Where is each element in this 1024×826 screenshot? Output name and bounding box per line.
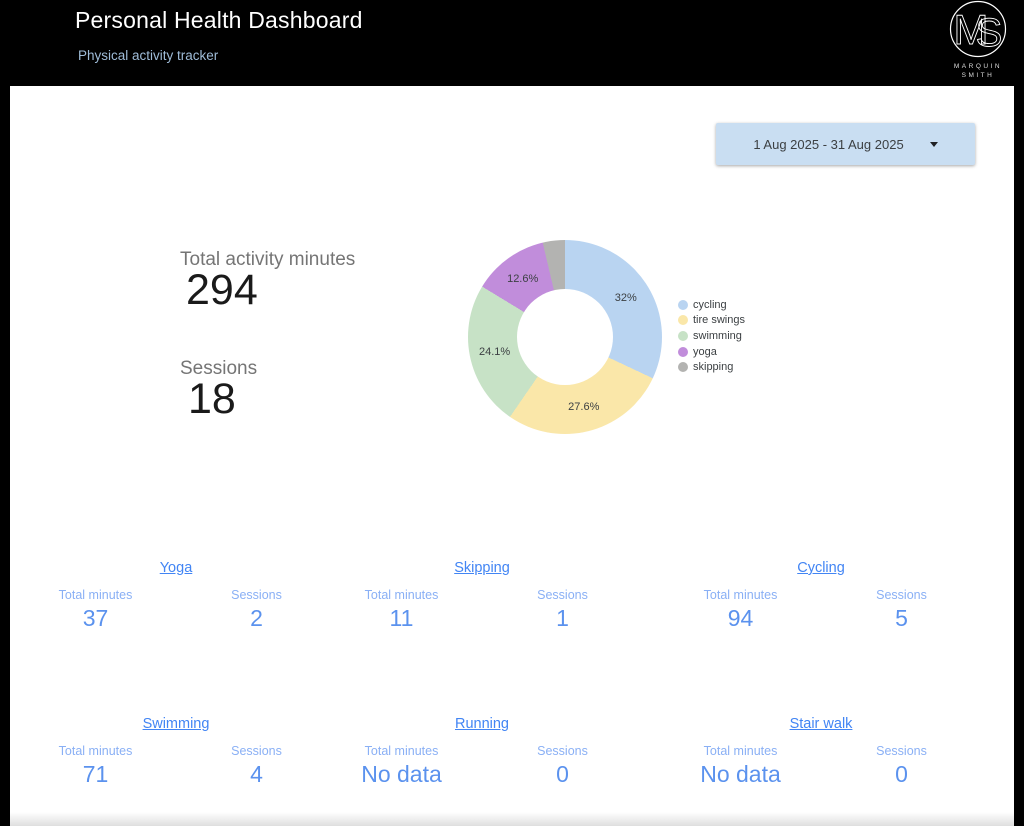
stat-total-minutes: Total minutes 71: [15, 744, 176, 788]
page-subtitle: Physical activity tracker: [78, 48, 219, 63]
stat-label: Sessions: [231, 588, 282, 602]
legend-item-swimming: swimming: [678, 328, 745, 344]
stat-value: 71: [82, 761, 109, 787]
activity-card-skipping: Skipping Total minutes 11 Sessions 1: [321, 556, 643, 638]
stat-value: 0: [556, 761, 569, 787]
stat-value: 37: [82, 605, 109, 631]
date-range-selector[interactable]: 1 Aug 2025 - 31 Aug 2025: [716, 123, 975, 165]
stat-sessions: Sessions 4: [176, 744, 337, 788]
chart-legend: cycling tire swings swimming yoga skippi…: [678, 297, 745, 375]
app-header: Personal Health Dashboard Physical activ…: [0, 0, 1024, 86]
dashboard-panel: 1 Aug 2025 - 31 Aug 2025 Total activity …: [10, 86, 1014, 826]
activity-link-cycling[interactable]: Cycling: [797, 560, 845, 576]
stat-value: 0: [895, 761, 908, 787]
caret-down-icon: [929, 141, 938, 147]
stat-label: Total minutes: [364, 744, 439, 758]
stat-sessions: Sessions 5: [821, 588, 982, 632]
legend-item-yoga: yoga: [678, 344, 745, 360]
activity-link-yoga[interactable]: Yoga: [159, 560, 193, 576]
stat-value: 5: [895, 605, 908, 631]
svg-text:M: M: [954, 6, 989, 53]
activity-link-swimming[interactable]: Swimming: [142, 716, 210, 732]
stat-total-minutes: Total minutes 37: [15, 588, 176, 632]
stat-label: Sessions: [876, 588, 927, 602]
legend-item-tire-swings: tire swings: [678, 313, 745, 329]
total-minutes-label: Total activity minutes: [180, 249, 356, 270]
stat-label: Sessions: [537, 744, 588, 758]
ms-monogram-icon: M S: [949, 0, 1007, 58]
activity-card-running: Running Total minutes No data Sessions 0: [321, 712, 643, 794]
stat-total-minutes: Total minutes 94: [660, 588, 821, 632]
stat-sessions: Sessions 1: [482, 588, 643, 632]
activity-link-stair-walk[interactable]: Stair walk: [789, 716, 853, 732]
slice-percent-label: 12.6%: [507, 272, 539, 285]
activity-card-yoga: Yoga Total minutes 37 Sessions 2: [15, 556, 337, 638]
stat-value: 2: [250, 605, 263, 631]
legend-dot-icon: [678, 299, 688, 310]
donut-hole: [517, 289, 613, 385]
stat-sessions: Sessions 2: [176, 588, 337, 632]
total-minutes-value: 294: [186, 266, 258, 314]
legend-item-cycling: cycling: [678, 297, 745, 313]
brand-name-line1: MARQUIN: [953, 63, 1003, 70]
slice-percent-label: 27.6%: [568, 400, 600, 413]
stat-label: Sessions: [876, 744, 927, 758]
stat-value: 1: [556, 605, 569, 631]
stat-label: Total minutes: [58, 588, 133, 602]
brand-name-line2: SMITH: [961, 71, 995, 79]
stat-value: 4: [250, 761, 263, 787]
activity-donut-chart[interactable]: 32% 27.6% 24.1% 12.6%: [468, 240, 662, 434]
stat-sessions: Sessions 0: [482, 744, 643, 788]
stat-value: 94: [727, 605, 754, 631]
stat-label: Sessions: [537, 588, 588, 602]
sessions-value: 18: [188, 375, 236, 423]
svg-text:S: S: [976, 11, 1003, 55]
stat-value: No data: [700, 761, 781, 787]
stat-total-minutes: Total minutes No data: [321, 744, 482, 788]
legend-item-skipping: skipping: [678, 359, 745, 375]
page-title: Personal Health Dashboard: [75, 7, 363, 33]
legend-dot-icon: [678, 362, 688, 373]
stat-label: Total minutes: [58, 744, 133, 758]
legend-dot-icon: [678, 330, 688, 341]
stat-label: Sessions: [231, 744, 282, 758]
date-range-value: 1 Aug 2025 - 31 Aug 2025: [753, 136, 904, 152]
stat-label: Total minutes: [364, 588, 439, 602]
stat-sessions: Sessions 0: [821, 744, 982, 788]
legend-dot-icon: [678, 346, 688, 357]
legend-dot-icon: [678, 315, 688, 326]
stat-value: 11: [389, 605, 414, 631]
slice-percent-label: 32%: [614, 292, 637, 305]
activity-card-swimming: Swimming Total minutes 71 Sessions 4: [15, 712, 337, 794]
stat-label: Total minutes: [703, 744, 778, 758]
stat-total-minutes: Total minutes No data: [660, 744, 821, 788]
activity-card-stair-walk: Stair walk Total minutes No data Session…: [660, 712, 982, 794]
slice-percent-label: 24.1%: [478, 346, 511, 359]
brand-logo: M S MARQUIN SMITH: [936, 0, 1020, 80]
stat-value: No data: [361, 761, 442, 787]
activity-link-skipping[interactable]: Skipping: [454, 560, 510, 576]
stat-label: Total minutes: [703, 588, 778, 602]
activity-card-cycling: Cycling Total minutes 94 Sessions 5: [660, 556, 982, 638]
stat-total-minutes: Total minutes 11: [321, 588, 482, 632]
activity-link-running[interactable]: Running: [454, 716, 509, 732]
sessions-label: Sessions: [180, 358, 258, 379]
